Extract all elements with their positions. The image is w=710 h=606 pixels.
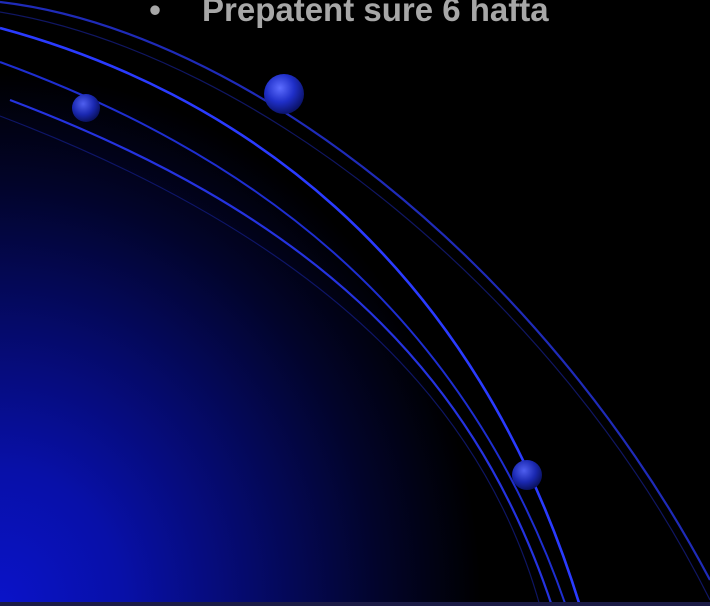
arc-outer [0, 0, 710, 581]
orb-large [264, 74, 304, 114]
arc-middle [0, 61, 567, 606]
bottom-border [0, 602, 710, 606]
arc-thin-outer [0, 11, 710, 601]
orb-small-bottom [512, 460, 542, 490]
arc-inner [9, 98, 554, 606]
bullet-marker: • [149, 0, 161, 28]
bullet-item: • Prepatent sure 6 hafta [140, 0, 549, 34]
orb-small-left [72, 94, 100, 122]
arc-thin-inner [0, 115, 541, 606]
bullet-text: Prepatent sure 6 hafta [202, 0, 549, 28]
